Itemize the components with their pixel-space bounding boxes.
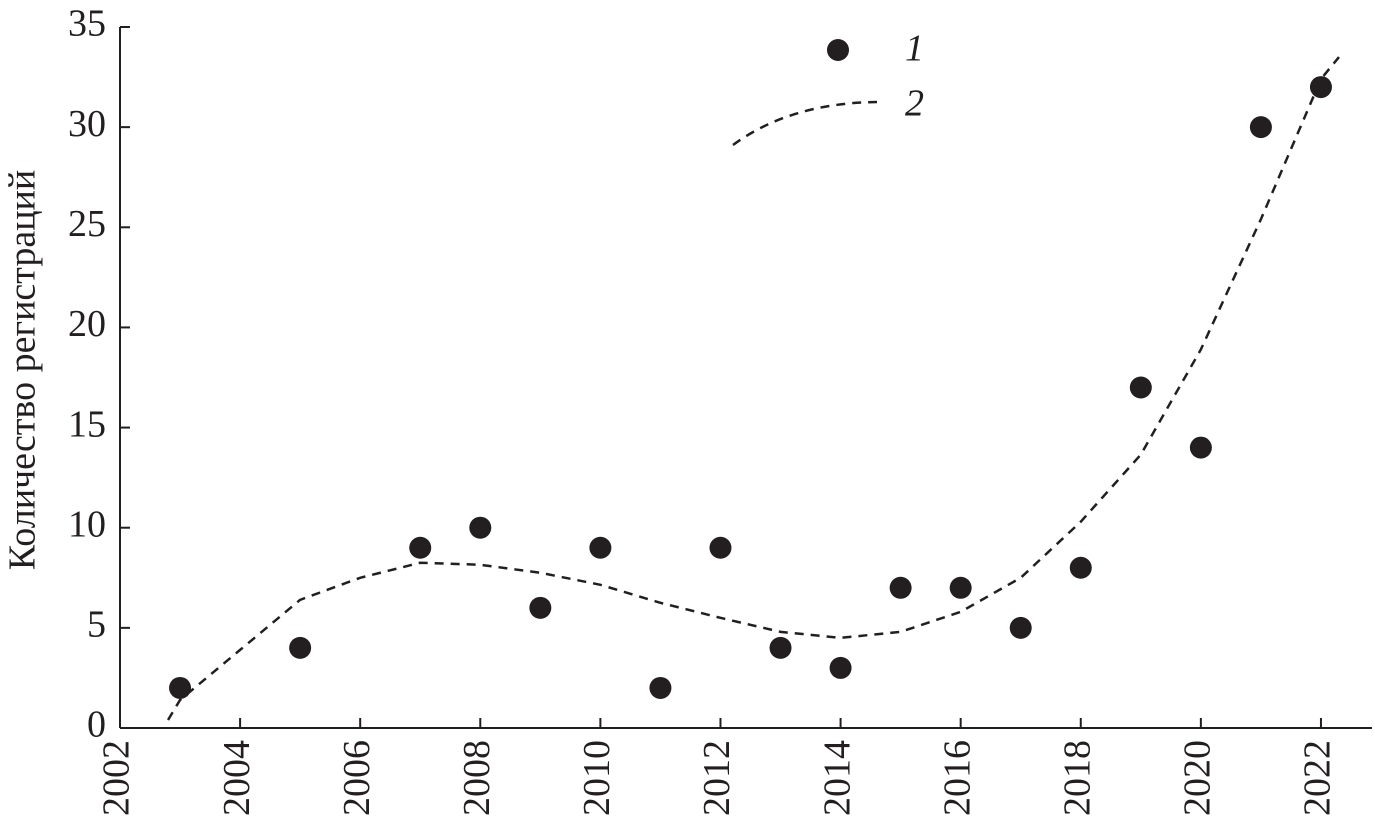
y-tick-label: 20 (68, 303, 106, 345)
data-point (469, 516, 492, 539)
y-tick-label: 35 (68, 3, 106, 45)
data-point (889, 576, 912, 599)
x-tick-label: 2020 (1177, 740, 1219, 816)
y-tick-label: 0 (87, 704, 106, 746)
data-point (1189, 436, 1212, 459)
data-point (709, 536, 732, 559)
data-point (649, 676, 672, 699)
x-tick-label: 2002 (96, 740, 138, 816)
y-tick-label: 15 (68, 403, 106, 445)
data-point (1249, 116, 1272, 139)
data-point (589, 536, 612, 559)
data-point (829, 656, 852, 679)
y-tick-label: 30 (68, 103, 106, 145)
x-tick-label: 2012 (696, 740, 738, 816)
legend-label: 2 (905, 83, 924, 125)
legend-label: 1 (905, 28, 924, 70)
x-tick-label: 2010 (576, 740, 618, 816)
x-tick-label: 2018 (1056, 740, 1098, 816)
x-tick-label: 2022 (1297, 740, 1339, 816)
data-point (769, 636, 792, 659)
data-point (169, 676, 192, 699)
data-point (529, 596, 552, 619)
x-tick-label: 2006 (336, 740, 378, 816)
x-tick-label: 2016 (936, 740, 978, 816)
x-tick-label: 2008 (456, 740, 498, 816)
trend-line (166, 56, 1340, 721)
y-tick-label: 25 (68, 203, 106, 245)
legend-marker (827, 39, 849, 61)
legend-line (732, 100, 878, 147)
y-axis-label: Количество регистраций (2, 170, 44, 570)
data-point (949, 576, 972, 599)
data-point (409, 536, 432, 559)
data-point (1069, 556, 1092, 579)
data-point (289, 636, 312, 659)
data-point (1129, 376, 1152, 399)
data-point (1009, 616, 1032, 639)
x-tick-label: 2004 (216, 740, 258, 816)
x-tick-label: 2014 (816, 740, 858, 816)
y-tick-label: 10 (68, 503, 106, 545)
y-tick-label: 5 (87, 604, 106, 646)
data-point (1309, 76, 1332, 99)
